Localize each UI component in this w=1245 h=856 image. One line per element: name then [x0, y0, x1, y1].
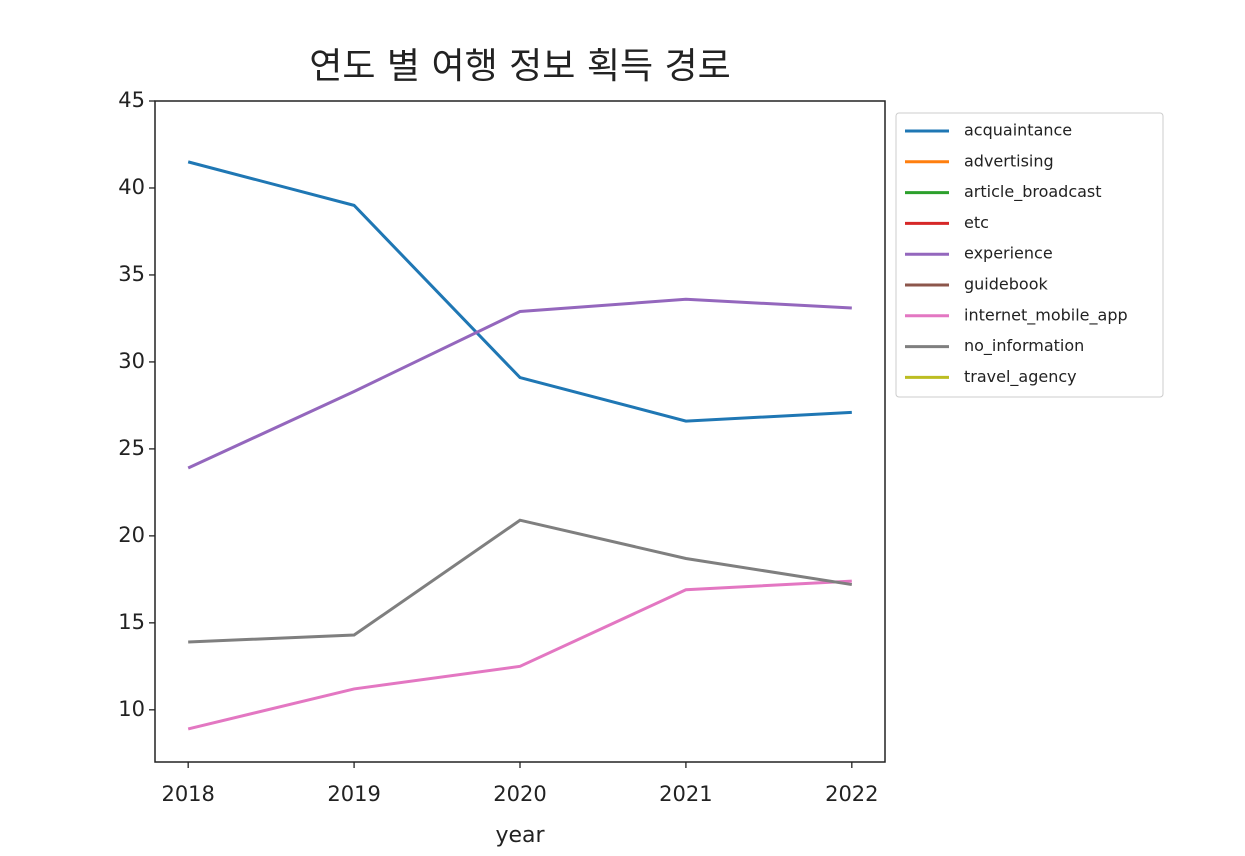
legend-label: travel_agency — [964, 367, 1077, 387]
legend-label: etc — [964, 213, 989, 232]
x-tick-label: 2022 — [825, 782, 878, 806]
x-axis-label: year — [495, 823, 545, 848]
legend-label: internet_mobile_app — [964, 305, 1128, 325]
series-line — [187, 160, 852, 423]
y-tick-label: 30 — [118, 349, 145, 373]
y-tick-label: 35 — [118, 262, 145, 286]
legend-label: advertising — [964, 151, 1054, 170]
y-tick-label: 40 — [118, 175, 145, 199]
legend-label: article_broadcast — [964, 182, 1102, 202]
legend-box — [895, 112, 1164, 398]
legend-label: no_information — [964, 336, 1084, 356]
plot-frame — [154, 100, 886, 763]
legend-label: guidebook — [964, 275, 1048, 294]
y-tick-label: 45 — [118, 88, 145, 112]
x-tick-label: 2020 — [493, 782, 546, 806]
chart-title: 연도 별 여행 정보 획득 경로 — [309, 46, 731, 87]
series-line — [187, 297, 852, 470]
y-tick-label: 15 — [118, 610, 145, 634]
legend-label: experience — [964, 244, 1053, 263]
x-tick-label: 2018 — [161, 782, 214, 806]
y-tick-label: 20 — [118, 523, 145, 547]
y-tick-label: 10 — [118, 697, 145, 721]
legend-label: acquaintance — [964, 121, 1072, 140]
series-line — [187, 579, 852, 731]
x-tick-label: 2021 — [659, 782, 712, 806]
series-line — [188, 518, 853, 644]
y-tick-label: 25 — [118, 436, 145, 460]
x-tick-label: 2019 — [327, 782, 380, 806]
